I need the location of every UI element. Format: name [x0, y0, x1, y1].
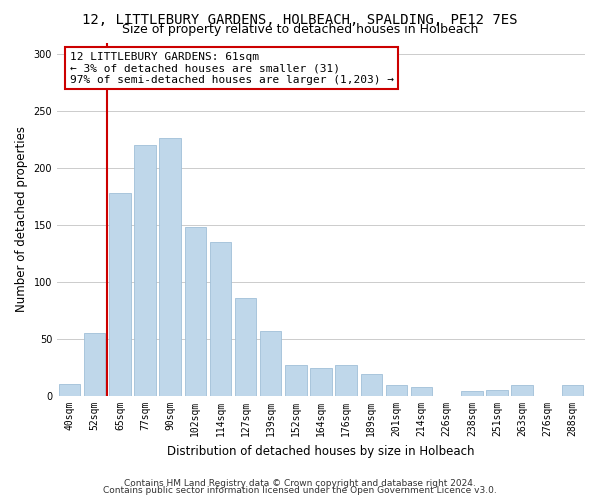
- Bar: [260, 331, 281, 396]
- Text: Size of property relative to detached houses in Holbeach: Size of property relative to detached ho…: [122, 24, 478, 36]
- Bar: [210, 242, 231, 396]
- X-axis label: Distribution of detached houses by size in Holbeach: Distribution of detached houses by size …: [167, 444, 475, 458]
- Y-axis label: Number of detached properties: Number of detached properties: [15, 126, 28, 312]
- Bar: [511, 384, 533, 396]
- Text: 12 LITTLEBURY GARDENS: 61sqm
← 3% of detached houses are smaller (31)
97% of sem: 12 LITTLEBURY GARDENS: 61sqm ← 3% of det…: [70, 52, 394, 85]
- Bar: [335, 366, 357, 396]
- Bar: [185, 228, 206, 396]
- Bar: [134, 145, 156, 396]
- Bar: [84, 334, 106, 396]
- Text: 12, LITTLEBURY GARDENS, HOLBEACH, SPALDING, PE12 7ES: 12, LITTLEBURY GARDENS, HOLBEACH, SPALDI…: [82, 12, 518, 26]
- Text: Contains HM Land Registry data © Crown copyright and database right 2024.: Contains HM Land Registry data © Crown c…: [124, 478, 476, 488]
- Bar: [59, 384, 80, 396]
- Text: Contains public sector information licensed under the Open Government Licence v3: Contains public sector information licen…: [103, 486, 497, 495]
- Bar: [562, 384, 583, 396]
- Bar: [285, 366, 307, 396]
- Bar: [386, 384, 407, 396]
- Bar: [411, 387, 432, 396]
- Bar: [487, 390, 508, 396]
- Bar: [461, 392, 482, 396]
- Bar: [160, 138, 181, 396]
- Bar: [361, 374, 382, 396]
- Bar: [310, 368, 332, 396]
- Bar: [235, 298, 256, 396]
- Bar: [109, 193, 131, 396]
